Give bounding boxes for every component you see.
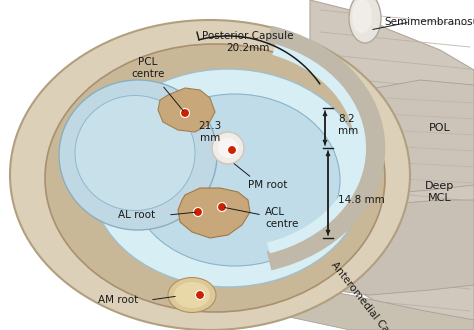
Ellipse shape — [91, 69, 365, 287]
Text: 21.3
mm: 21.3 mm — [199, 121, 222, 143]
Polygon shape — [310, 0, 474, 330]
Text: AM root: AM root — [98, 295, 138, 305]
Circle shape — [181, 109, 190, 117]
Text: Anteromedial Capsule: Anteromedial Capsule — [328, 259, 408, 330]
Text: AL root: AL root — [118, 210, 155, 220]
Ellipse shape — [352, 0, 372, 34]
Ellipse shape — [75, 95, 195, 211]
Circle shape — [195, 290, 204, 300]
Text: POL: POL — [429, 123, 451, 133]
Polygon shape — [230, 280, 474, 330]
Text: PM root: PM root — [248, 180, 287, 190]
Ellipse shape — [45, 44, 385, 312]
Polygon shape — [178, 188, 250, 238]
Polygon shape — [330, 200, 474, 295]
Text: Semimembranosus: Semimembranosus — [384, 17, 474, 27]
Circle shape — [218, 203, 227, 212]
Ellipse shape — [130, 94, 340, 266]
Text: PCL
centre: PCL centre — [131, 57, 164, 79]
Text: 8.2
mm: 8.2 mm — [338, 114, 358, 136]
Text: Posterior Capsule
20.2mm: Posterior Capsule 20.2mm — [202, 31, 294, 53]
Circle shape — [212, 132, 244, 164]
Circle shape — [193, 208, 202, 216]
Circle shape — [228, 146, 237, 154]
Ellipse shape — [59, 80, 217, 230]
Ellipse shape — [174, 282, 210, 308]
Text: ACL
centre: ACL centre — [265, 207, 298, 229]
Text: Deep
MCL: Deep MCL — [425, 181, 455, 203]
Circle shape — [218, 138, 238, 158]
Ellipse shape — [168, 278, 216, 313]
Ellipse shape — [349, 0, 381, 43]
Polygon shape — [330, 80, 474, 195]
Text: 14.8 mm: 14.8 mm — [338, 195, 385, 205]
Polygon shape — [158, 88, 215, 132]
Ellipse shape — [10, 20, 410, 330]
